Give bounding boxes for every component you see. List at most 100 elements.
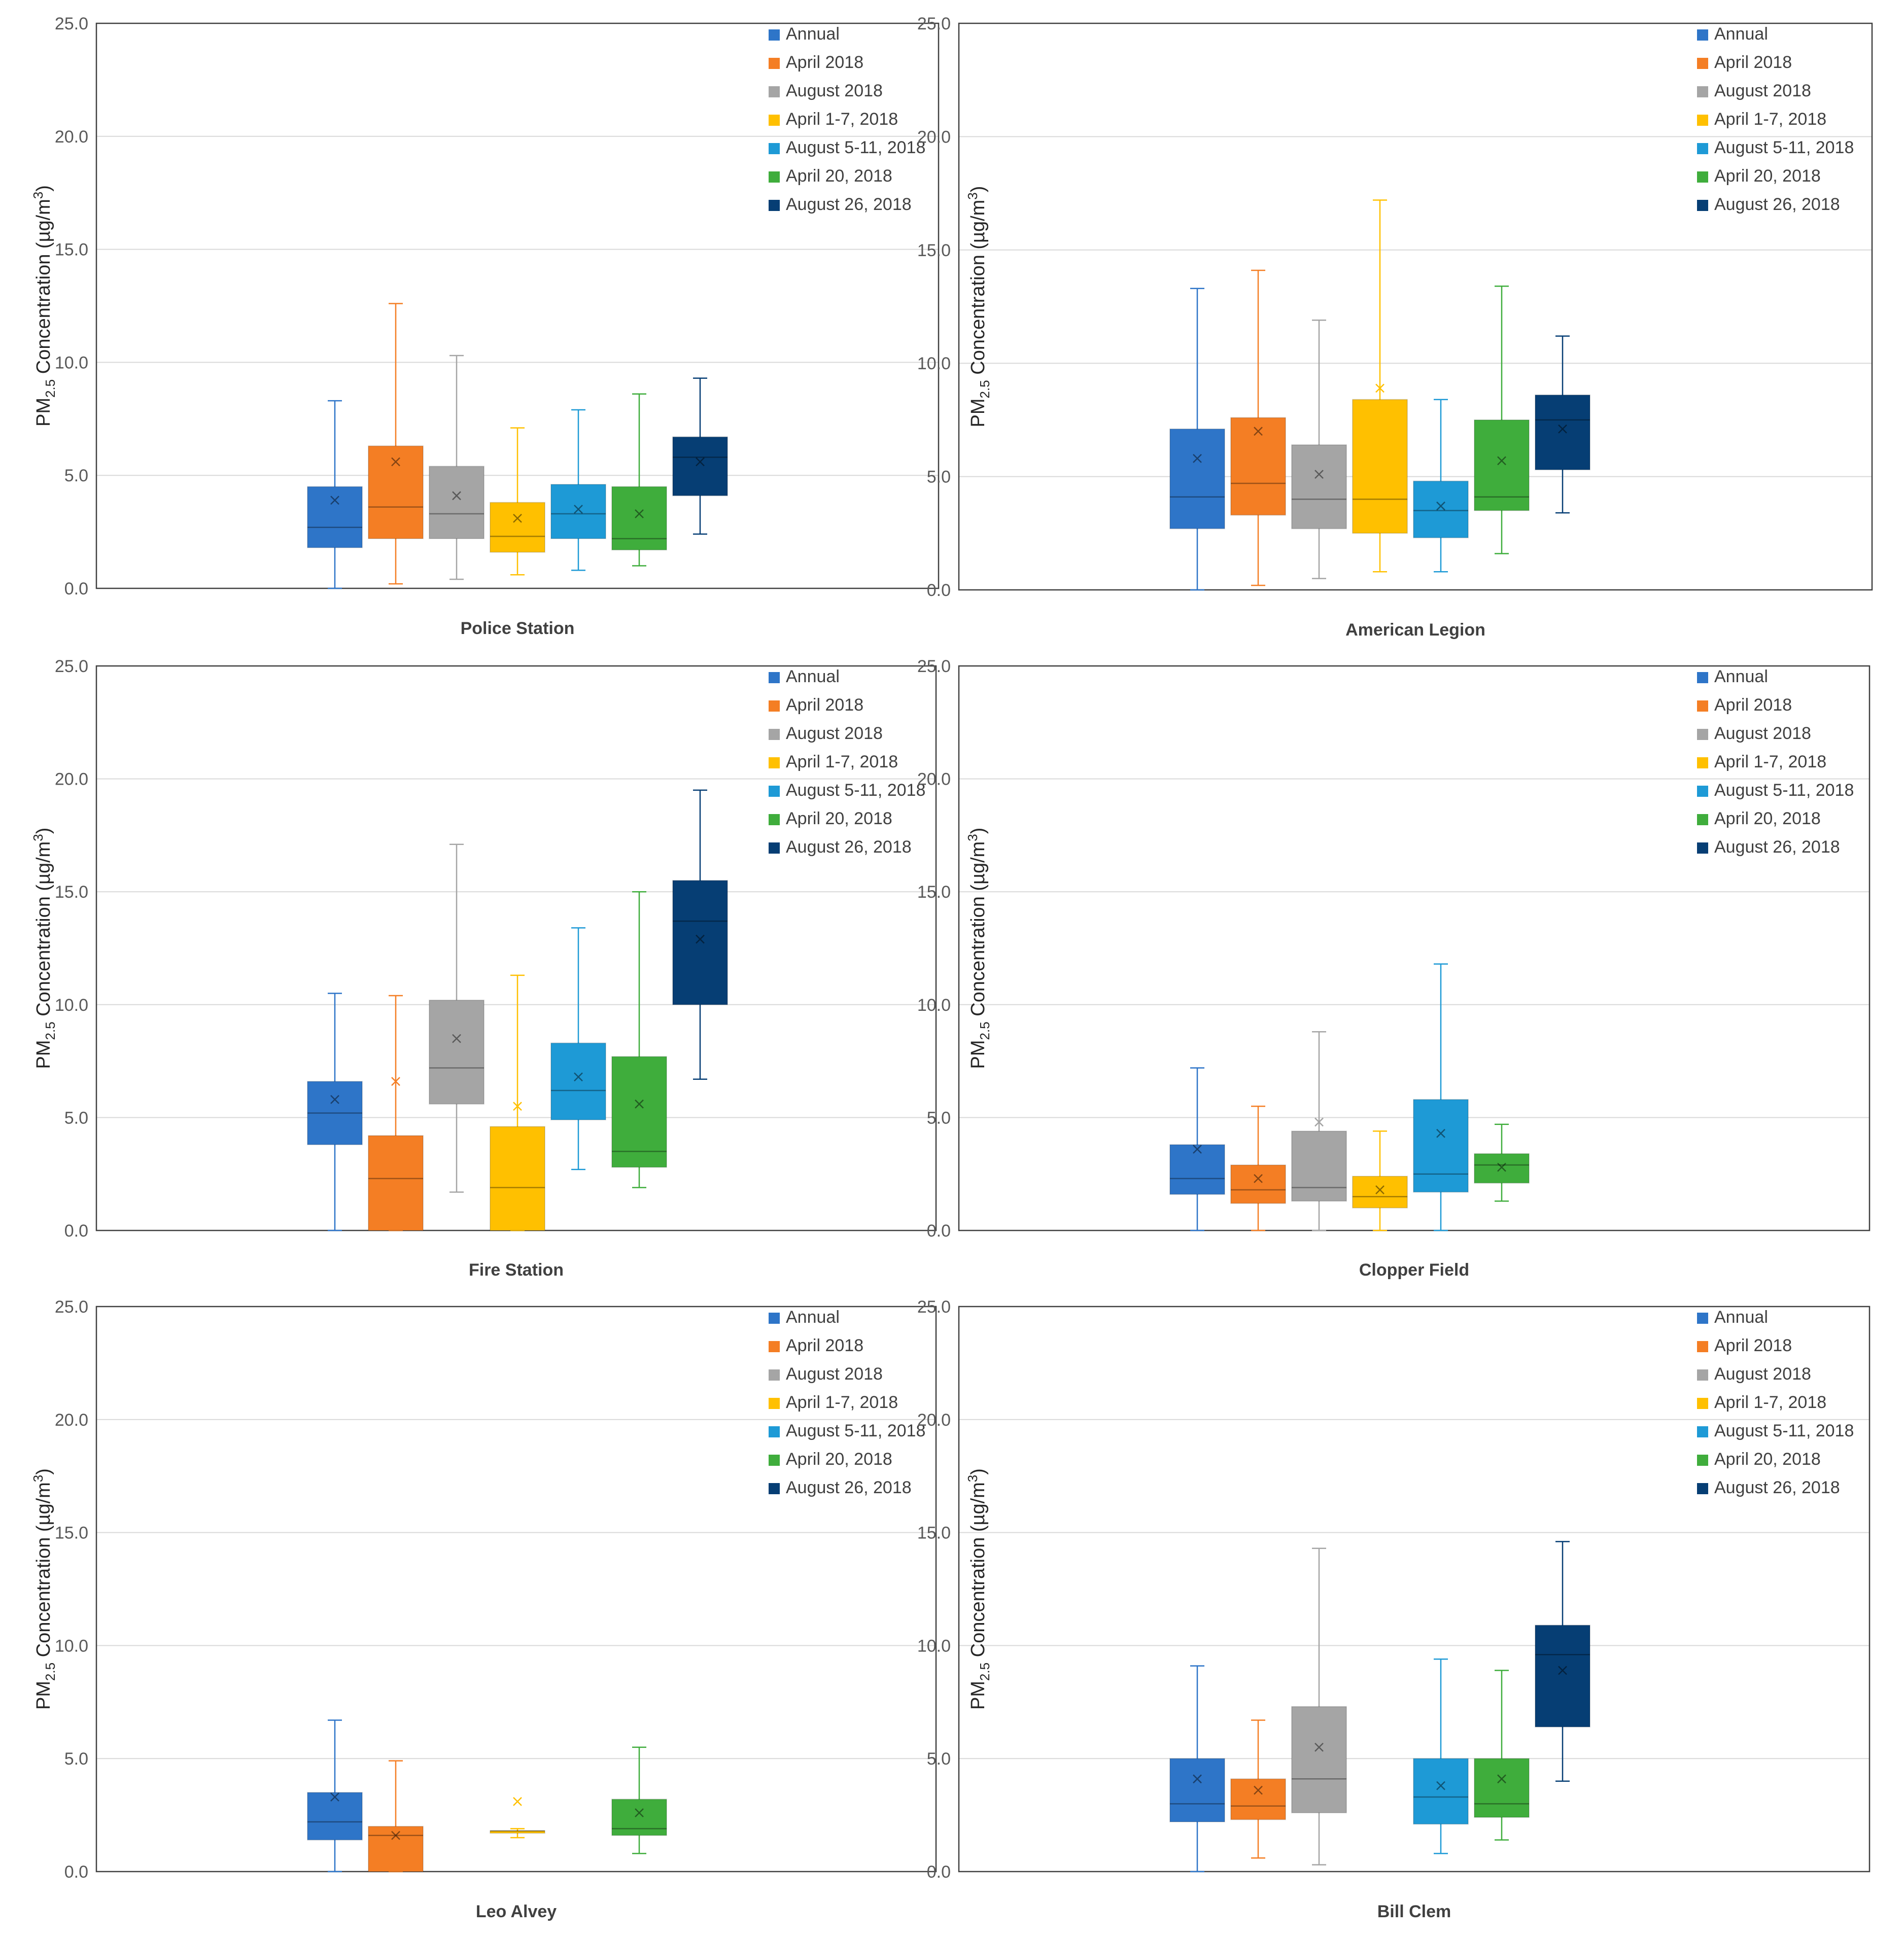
y-tick-label: 5.0 <box>927 1108 951 1128</box>
box-april-2018 <box>1230 1719 1286 1859</box>
legend-swatch <box>1697 1483 1708 1494</box>
box-iqr <box>1291 444 1347 530</box>
box-iqr <box>672 436 728 497</box>
legend-label: August 2018 <box>786 81 883 100</box>
box-annual <box>307 400 363 589</box>
box-april-2018 <box>1230 1105 1286 1231</box>
mean-marker <box>635 1099 644 1109</box>
box-iqr <box>1230 1778 1286 1820</box>
chart-title: Leo Alvey <box>476 1902 557 1921</box>
box-iqr <box>550 484 606 539</box>
legend-swatch <box>1697 171 1708 183</box>
y-axis-label: PM2.5 Concentration (µg/m3) <box>965 1468 992 1710</box>
mean-marker <box>330 1095 339 1104</box>
mean-marker <box>574 1072 583 1082</box>
box-april-20-2018 <box>611 393 667 567</box>
y-tick-label: 25.0 <box>55 1297 88 1317</box>
legend-label: Annual <box>786 667 840 686</box>
box-august-26-2018 <box>672 377 728 535</box>
mean-marker <box>452 1034 461 1043</box>
legend-label: August 26, 2018 <box>786 1478 912 1497</box>
legend-swatch <box>769 814 780 825</box>
legend-swatch <box>1697 58 1708 69</box>
mean-marker <box>1193 1774 1202 1784</box>
y-tick-label: 20.0 <box>55 127 88 147</box>
y-axis-label: PM2.5 Concentration (µg/m3) <box>965 186 992 428</box>
box-august-2018 <box>1291 320 1347 579</box>
legend-label: April 20, 2018 <box>1714 809 1821 828</box>
legend-label: August 2018 <box>1714 1364 1811 1384</box>
legend-swatch <box>1697 86 1708 97</box>
legend-swatch <box>769 200 780 211</box>
legend-swatch <box>769 1455 780 1466</box>
box-august-5-11-2018 <box>550 927 606 1171</box>
legend-swatch <box>769 842 780 854</box>
legend-swatch <box>1697 1313 1708 1324</box>
legend-label: April 1-7, 2018 <box>786 110 898 129</box>
box-iqr <box>1474 419 1530 511</box>
chart-title: Clopper Field <box>1359 1260 1469 1280</box>
box-iqr <box>1230 417 1286 516</box>
legend-label: August 5-11, 2018 <box>1714 138 1854 157</box>
box-iqr <box>1535 1625 1590 1728</box>
legend-label: August 5-11, 2018 <box>786 138 925 157</box>
box-april-1-7-2018 <box>490 974 545 1231</box>
legend-swatch <box>769 143 780 154</box>
box-iqr <box>1291 1131 1347 1202</box>
box-august-5-11-2018 <box>1413 399 1469 573</box>
y-tick-label: 5.0 <box>927 1749 951 1769</box>
legend-label: April 2018 <box>1714 53 1792 72</box>
box-august-2018 <box>1291 1547 1347 1865</box>
box-iqr <box>1535 394 1590 471</box>
legend-swatch <box>769 1313 780 1324</box>
legend-label: August 26, 2018 <box>1714 837 1840 857</box>
legend-label: August 2018 <box>786 724 883 743</box>
mean-marker <box>1254 1785 1263 1795</box>
box-august-5-11-2018 <box>550 409 606 571</box>
chart-title: Bill Clem <box>1377 1902 1451 1921</box>
box-april-2018 <box>368 995 424 1231</box>
box-iqr <box>1352 399 1408 534</box>
box-iqr <box>490 502 545 553</box>
mean-marker <box>1314 470 1324 479</box>
mean-marker <box>391 457 400 467</box>
legend-swatch <box>1697 143 1708 154</box>
box-iqr <box>1474 1153 1530 1184</box>
y-axis-label: PM2.5 Concentration (µg/m3) <box>965 828 992 1069</box>
box-iqr <box>1169 1758 1225 1822</box>
legend-label: Annual <box>786 1308 840 1327</box>
mean-marker <box>391 1077 400 1086</box>
y-tick-label: 25.0 <box>917 657 951 676</box>
box-iqr <box>368 445 424 539</box>
legend-label: April 1-7, 2018 <box>1714 1393 1826 1412</box>
box-iqr <box>1291 1706 1347 1814</box>
legend-swatch <box>769 729 780 740</box>
legend-swatch <box>769 757 780 768</box>
legend-label: August 26, 2018 <box>1714 1478 1840 1497</box>
box-august-5-11-2018 <box>1413 1658 1469 1854</box>
legend-swatch <box>1697 200 1708 211</box>
y-tick-label: 5.0 <box>927 468 951 487</box>
y-tick-label: 25.0 <box>55 14 88 33</box>
legend-swatch <box>769 115 780 126</box>
mean-marker <box>1375 1185 1384 1194</box>
box-iqr <box>1169 428 1225 530</box>
box-annual <box>1169 288 1225 591</box>
box-august-5-11-2018 <box>1413 963 1469 1231</box>
y-tick-label: 0.0 <box>927 1862 951 1882</box>
box-iqr <box>550 1042 606 1120</box>
mean-marker <box>1558 424 1567 434</box>
box-annual <box>307 1719 363 1873</box>
legend-label: August 5-11, 2018 <box>786 1421 925 1440</box>
y-tick-label: 20.0 <box>55 770 88 789</box>
legend-swatch <box>769 86 780 97</box>
legend-swatch <box>1697 29 1708 41</box>
legend-swatch <box>769 1426 780 1437</box>
box-iqr <box>672 879 728 1005</box>
legend-swatch <box>1697 1398 1708 1409</box>
box-iqr <box>611 1056 667 1168</box>
chart-panel-0: 0.0 5.0 10.0 15.0 20.0 25.0 PM2.5 Concentratio… <box>30 14 940 638</box>
chart-panel-2: 0.0 5.0 10.0 15.0 20.0 25.0 PM2.5 Concentratio… <box>30 657 937 1280</box>
box-iqr <box>490 1126 545 1231</box>
y-tick-label: 15.0 <box>917 883 951 902</box>
